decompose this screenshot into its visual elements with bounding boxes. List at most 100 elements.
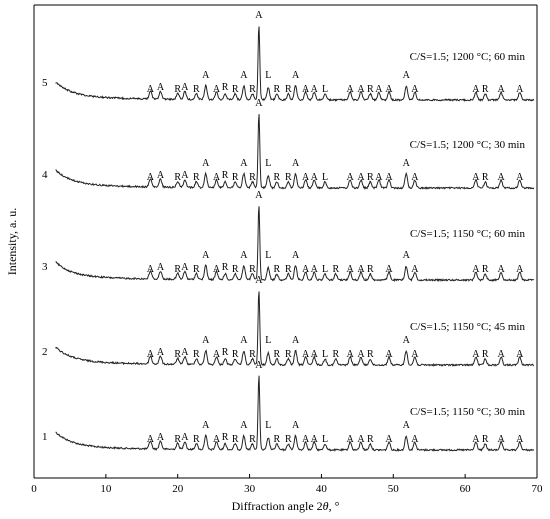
peak-label: A (472, 172, 480, 183)
peak-label: R (222, 432, 229, 443)
x-axis-title-theta: θ (323, 499, 329, 513)
x-tick-label-0: 0 (31, 483, 37, 495)
peak-label: A (347, 264, 355, 275)
peak-label: A (516, 264, 524, 275)
peak-label: A (157, 170, 165, 181)
x-tick-label-70: 70 (532, 483, 544, 495)
pattern-number-2: 2 (42, 346, 48, 358)
peak-label: R (249, 434, 256, 445)
peak-label: A (213, 434, 221, 445)
pattern-condition-3: C/S=1.5; 1150 °C; 60 min (410, 228, 526, 240)
peak-label: A (516, 172, 524, 183)
peak-label: A (255, 10, 263, 21)
peak-label: A (411, 349, 419, 360)
peak-label: A (292, 420, 300, 431)
x-axis-title-unit: , ° (329, 499, 340, 513)
peak-label: A (311, 264, 319, 275)
peak-label: R (232, 84, 239, 95)
peak-label: R (232, 434, 239, 445)
peak-label: L (322, 434, 328, 445)
peak-label: A (357, 349, 365, 360)
peak-label: A (357, 172, 365, 183)
peak-label: A (255, 98, 263, 109)
peak-label: A (202, 250, 210, 261)
peak-label: A (213, 349, 221, 360)
peak-label: A (375, 172, 383, 183)
peak-label: R (274, 434, 281, 445)
peak-label: R (222, 262, 229, 273)
x-tick-label-20: 20 (172, 483, 184, 495)
peak-label: A (347, 84, 355, 95)
peak-label: R (193, 264, 200, 275)
peak-label: A (403, 335, 411, 346)
peak-label: R (222, 170, 229, 181)
peak-label: A (292, 70, 300, 81)
pattern-number-5: 5 (42, 77, 48, 89)
peak-label: A (516, 349, 524, 360)
peak-label: R (367, 349, 374, 360)
peak-label: A (302, 172, 310, 183)
peak-label: L (265, 250, 271, 261)
peak-label: A (385, 84, 393, 95)
peak-label: R (285, 264, 292, 275)
pattern-line-2 (55, 291, 534, 367)
peak-label: R (232, 172, 239, 183)
peak-label: A (347, 349, 355, 360)
peak-label: R (249, 172, 256, 183)
peak-label: A (411, 172, 419, 183)
peak-label: A (497, 264, 505, 275)
peak-label: R (249, 264, 256, 275)
pattern-condition-4: C/S=1.5; 1200 °C; 30 min (410, 139, 526, 151)
peak-label: R (367, 434, 374, 445)
peak-label: A (497, 172, 505, 183)
peak-label: A (302, 434, 310, 445)
peak-label: A (202, 335, 210, 346)
peak-label: A (157, 262, 165, 273)
pattern-line-3 (55, 206, 534, 283)
peak-label: R (174, 172, 181, 183)
peak-label: A (302, 349, 310, 360)
peak-label: R (193, 349, 200, 360)
peak-label: A (202, 420, 210, 431)
peak-label: A (403, 420, 411, 431)
peak-label: A (472, 84, 480, 95)
peak-label: R (274, 349, 281, 360)
peak-label: R (482, 434, 489, 445)
peak-label: A (411, 434, 419, 445)
peak-label: R (249, 84, 256, 95)
peak-label: A (472, 349, 480, 360)
peak-label: L (322, 84, 328, 95)
peak-label: A (157, 82, 165, 93)
peak-label: A (240, 158, 248, 169)
x-tick-label-10: 10 (100, 483, 112, 495)
x-tick-label-50: 50 (388, 483, 400, 495)
peak-label: A (385, 264, 393, 275)
peak-label: A (240, 420, 248, 431)
peak-label: R (249, 349, 256, 360)
peak-label: A (311, 84, 319, 95)
peak-label: L (322, 264, 328, 275)
peak-label: R (222, 347, 229, 358)
peak-label: A (255, 360, 263, 371)
peak-label: A (516, 434, 524, 445)
peak-label: A (516, 84, 524, 95)
x-tick-label-60: 60 (460, 483, 472, 495)
peak-label: A (181, 262, 189, 273)
pattern-condition-5: C/S=1.5; 1200 °C; 60 min (410, 51, 526, 63)
x-tick-label-30: 30 (244, 483, 256, 495)
peak-label: A (147, 264, 155, 275)
peak-label: A (147, 434, 155, 445)
peak-label: A (311, 172, 319, 183)
peak-label: L (265, 158, 271, 169)
peak-label: L (265, 70, 271, 81)
peak-label: A (403, 250, 411, 261)
peak-label: R (285, 434, 292, 445)
x-axis-title: Diffraction angle 2θ, ° (232, 499, 340, 513)
peak-label: A (472, 434, 480, 445)
peak-label: A (411, 264, 419, 275)
peak-label: A (213, 264, 221, 275)
peak-label: A (292, 335, 300, 346)
peak-label: R (274, 172, 281, 183)
peak-label: A (213, 84, 221, 95)
